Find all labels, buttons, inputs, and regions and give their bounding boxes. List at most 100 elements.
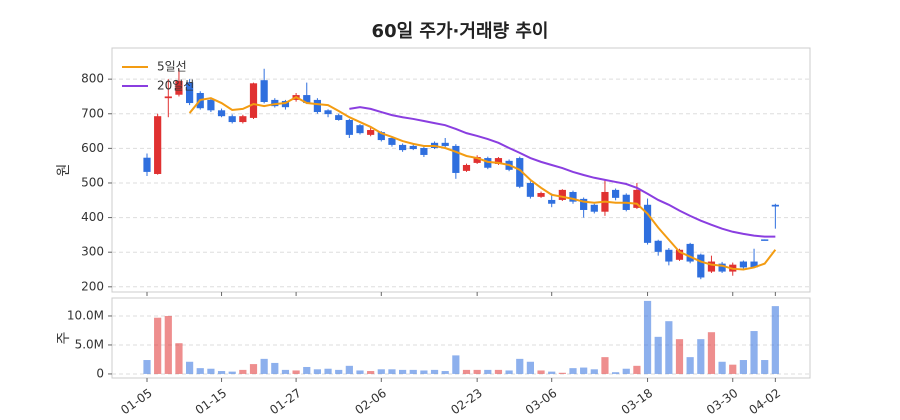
volume-bar	[217, 371, 226, 374]
volume-bar	[612, 372, 620, 374]
volume-frame	[111, 297, 811, 379]
volume-bar	[761, 360, 769, 374]
volume-bar	[484, 369, 492, 374]
y-tick-label: 0	[96, 366, 104, 380]
x-tick-label: 02-23	[448, 386, 485, 417]
ma-line	[188, 96, 777, 271]
candle-body	[548, 199, 556, 204]
volume-bar	[335, 369, 343, 374]
volume-bar	[729, 364, 737, 374]
candle-body	[345, 119, 353, 135]
volume-bar	[750, 331, 758, 374]
candle-body	[686, 243, 694, 262]
volume-bar	[686, 357, 694, 374]
candle-body	[186, 82, 194, 104]
volume-bar	[196, 368, 204, 374]
candle-body	[420, 148, 428, 155]
volume-bar	[622, 368, 630, 374]
candle-body	[761, 239, 769, 241]
volume-bar	[494, 369, 503, 374]
volume-bar	[473, 369, 481, 374]
volume-bar	[271, 362, 279, 374]
volume-bar	[409, 369, 417, 374]
candle-body	[356, 125, 364, 134]
y-axis-label: 원	[56, 164, 72, 177]
y-tick-label: 10.0M	[67, 308, 104, 322]
candle-body	[771, 204, 779, 207]
candle-body	[335, 115, 343, 120]
candle-body	[612, 189, 620, 198]
volume-bar	[633, 365, 641, 374]
volume-bar	[707, 332, 716, 374]
volume-bar	[601, 357, 609, 374]
candle-body	[217, 110, 226, 117]
candle-body	[388, 137, 396, 145]
candle-body	[143, 157, 151, 172]
y-axis-label: 주	[56, 331, 72, 344]
x-tick-label: 04-02	[746, 386, 783, 417]
candle-body	[569, 191, 577, 202]
volume-bar	[377, 369, 385, 374]
candle-body	[452, 145, 460, 173]
volume-bar	[654, 336, 662, 374]
volume-bar	[643, 300, 652, 374]
volume-bar	[537, 370, 545, 374]
candle-body	[207, 99, 215, 111]
candle-body	[249, 83, 258, 118]
volume-bar	[452, 355, 460, 374]
volume-bar	[420, 370, 428, 374]
candle-body	[580, 198, 588, 210]
candle-body	[697, 254, 705, 278]
volume-bar	[580, 367, 588, 374]
candle-body	[516, 158, 524, 187]
candle-body	[707, 261, 716, 272]
candle-body	[239, 116, 247, 123]
volume-bar	[526, 361, 534, 374]
volume-bar	[697, 339, 705, 374]
candle-body	[494, 158, 503, 164]
chart-title: 60일 주가·거래량 추이	[372, 21, 549, 42]
candle-body	[377, 132, 385, 141]
volume-bar	[175, 343, 183, 374]
y-tick-label: 700	[81, 106, 104, 120]
volume-bar	[430, 369, 439, 374]
volume-bar	[548, 371, 556, 374]
volume-bar	[345, 365, 353, 374]
volume-bar	[292, 370, 300, 374]
candle-body	[675, 249, 684, 260]
volume-bar	[207, 368, 215, 374]
legend-label: 5일선	[157, 60, 187, 74]
candle-body	[665, 249, 673, 262]
x-tick-label: 02-06	[352, 386, 389, 417]
y-tick-label: 5.0M	[75, 337, 104, 351]
volume-bar	[164, 315, 172, 374]
candle-body	[462, 164, 471, 171]
candle-body	[399, 144, 407, 151]
y-tick-label: 600	[81, 141, 104, 155]
candle-body	[260, 80, 268, 102]
candle-body	[654, 240, 662, 252]
volume-bar	[303, 366, 311, 374]
volume-bar	[516, 358, 524, 374]
volume-bar	[441, 371, 449, 374]
volume-bar	[239, 369, 247, 374]
candle-body	[750, 261, 758, 268]
candle-body	[175, 80, 183, 95]
volume-bar	[771, 306, 779, 374]
volume-bar	[143, 360, 151, 374]
ma-line	[349, 106, 776, 238]
volume-bar	[569, 368, 577, 374]
volume-bar	[228, 371, 236, 374]
y-tick-label: 300	[81, 245, 104, 259]
volume-bar	[739, 360, 747, 374]
volume-bar	[675, 339, 684, 374]
x-tick-label: 03-18	[619, 386, 656, 417]
candle-body	[367, 130, 375, 135]
volume-bar	[718, 361, 726, 374]
volume-bar	[154, 317, 162, 374]
y-tick-label: 400	[81, 210, 104, 224]
y-tick-label: 200	[81, 279, 104, 293]
candle-body	[324, 110, 332, 115]
candle-body	[718, 263, 726, 272]
